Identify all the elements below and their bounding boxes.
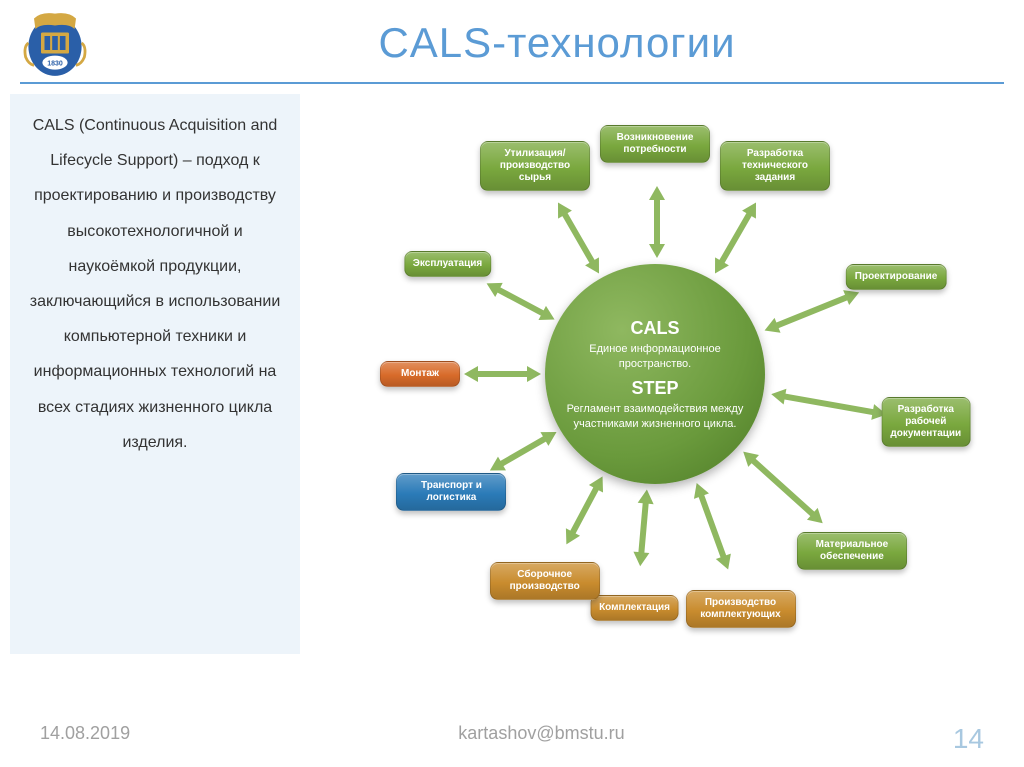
- diagram-arrow: [487, 283, 555, 320]
- diagram-arrow: [558, 203, 599, 274]
- diagram-arrow: [765, 290, 860, 333]
- lifecycle-node: Сборочное производство: [490, 562, 600, 600]
- center-sub-1: Единое информационное пространство.: [555, 342, 755, 371]
- lifecycle-node: Утилизация/ производство сырья: [480, 141, 590, 191]
- university-logo: 1830: [20, 8, 90, 78]
- lifecycle-node: Комплектация: [590, 595, 679, 621]
- diagram-arrow: [633, 490, 653, 567]
- definition-text: CALS (Continuous Acquisition and Lifecyc…: [10, 94, 300, 654]
- lifecycle-node: Возникновение потребности: [600, 125, 710, 163]
- diagram-arrow: [649, 186, 665, 258]
- footer-date: 14.08.2019: [40, 723, 130, 755]
- diagram-arrow: [490, 432, 557, 471]
- diagram-center: CALS Единое информационное пространство.…: [545, 264, 765, 484]
- diagram-arrow: [715, 203, 756, 274]
- lifecycle-node: Эксплуатация: [404, 251, 491, 277]
- lifecycle-node: Материальное обеспечение: [797, 532, 907, 570]
- lifecycle-node: Транспорт и логистика: [396, 473, 506, 511]
- diagram-arrow: [694, 483, 731, 569]
- lifecycle-node: Проектирование: [846, 264, 947, 290]
- page-number: 14: [953, 723, 984, 755]
- lifecycle-node: Монтаж: [380, 361, 460, 387]
- lifecycle-node: Разработка технического задания: [720, 141, 830, 191]
- cals-diagram: CALS Единое информационное пространство.…: [310, 94, 1014, 654]
- center-title-1: CALS: [631, 317, 680, 340]
- title-underline: [20, 82, 1004, 84]
- footer-email: kartashov@bmstu.ru: [458, 723, 624, 755]
- lifecycle-node: Разработка рабочей документации: [881, 397, 970, 447]
- svg-text:1830: 1830: [47, 60, 63, 67]
- center-sub-2: Регламент взаимодействия между участника…: [555, 402, 755, 431]
- diagram-arrow: [771, 389, 886, 420]
- diagram-arrow: [743, 452, 823, 524]
- center-title-2: STEP: [631, 377, 678, 400]
- lifecycle-node: Производство комплектующих: [686, 590, 796, 628]
- page-title: CALS-технологии: [110, 19, 1004, 67]
- diagram-arrow: [464, 366, 541, 382]
- diagram-arrow: [566, 476, 603, 544]
